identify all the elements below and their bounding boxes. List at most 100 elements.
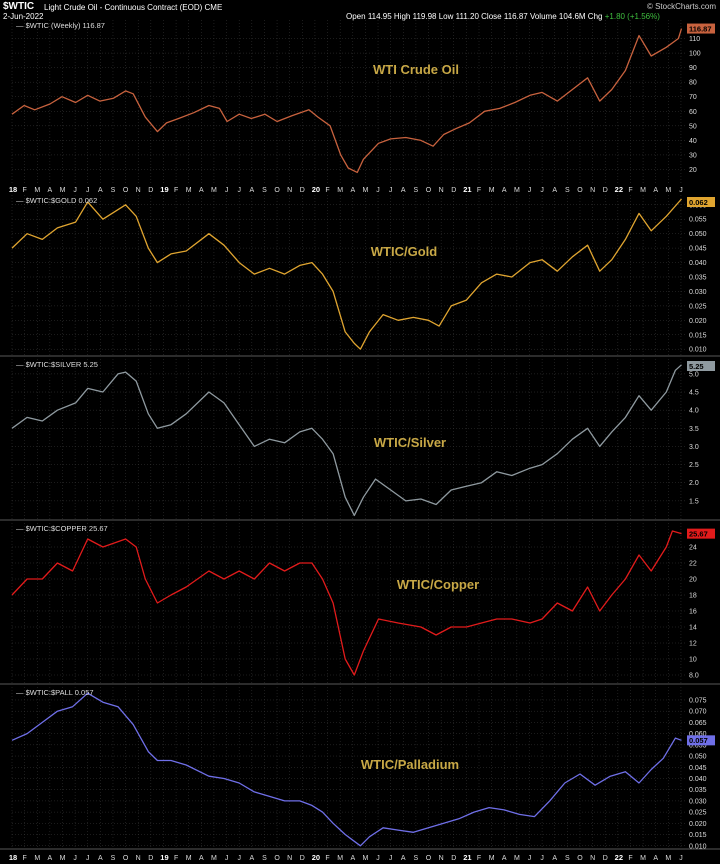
y-tick-label: 60: [689, 109, 697, 116]
panel-legend: — $WTIC:$GOLD 0.062: [16, 196, 97, 205]
month-tick-label: J: [73, 855, 77, 862]
low-label: Low: [438, 12, 454, 21]
y-tick-label: 30: [689, 152, 697, 159]
y-tick-label: 0.050: [689, 754, 707, 761]
month-tick-label: A: [199, 187, 204, 194]
month-tick-label: S: [414, 855, 419, 862]
month-tick-label: O: [274, 187, 280, 194]
volume-value: 104.6M: [558, 12, 586, 21]
y-tick-label: 0.025: [689, 303, 707, 310]
month-tick-label: M: [60, 855, 66, 862]
year-tick-label: 22: [615, 853, 623, 862]
y-tick-label: 90: [689, 65, 697, 72]
month-tick-label: N: [590, 187, 595, 194]
month-tick-label: A: [350, 855, 355, 862]
month-tick-label: J: [225, 187, 229, 194]
month-tick-label: S: [414, 187, 419, 194]
year-tick-label: 22: [615, 185, 623, 194]
panel-title: WTIC/Gold: [371, 244, 437, 259]
month-tick-label: O: [123, 187, 129, 194]
y-tick-label: 0.040: [689, 260, 707, 267]
month-tick-label: S: [262, 187, 267, 194]
month-tick-label: J: [540, 187, 544, 194]
last-value-label: 5.25: [689, 362, 704, 371]
month-tick-label: A: [653, 187, 658, 194]
month-tick-label: F: [22, 187, 26, 194]
ohlc-readout: Open 114.95 High 119.98 Low 111.20 Close…: [346, 12, 660, 21]
month-tick-label: D: [300, 855, 305, 862]
y-tick-label: 3.0: [689, 444, 699, 451]
panel-legend: — $WTIC (Weekly) 116.87: [16, 21, 105, 30]
month-tick-label: N: [439, 187, 444, 194]
month-tick-label: M: [337, 855, 343, 862]
month-tick-label: M: [362, 187, 368, 194]
month-tick-label: M: [640, 855, 646, 862]
month-tick-label: M: [514, 855, 520, 862]
y-tick-label: 0.010: [689, 347, 707, 354]
month-tick-label: A: [199, 855, 204, 862]
y-tick-label: 0.020: [689, 821, 707, 828]
last-value-box: [687, 197, 715, 207]
month-tick-label: M: [186, 855, 192, 862]
month-tick-label: F: [174, 855, 178, 862]
month-tick-label: M: [34, 187, 40, 194]
month-tick-label: J: [376, 187, 380, 194]
year-tick-label: 21: [463, 853, 471, 862]
month-tick-label: M: [640, 187, 646, 194]
month-tick-label: A: [502, 187, 507, 194]
month-tick-label: S: [111, 187, 116, 194]
month-tick-label: F: [325, 855, 329, 862]
symbol: $WTIC: [3, 1, 35, 12]
month-tick-label: J: [86, 855, 90, 862]
month-tick-label: J: [237, 187, 241, 194]
y-tick-label: 110: [689, 36, 700, 43]
y-tick-label: 0.060: [689, 731, 707, 738]
y-tick-label: 0.020: [689, 318, 707, 325]
month-tick-label: D: [603, 187, 608, 194]
month-tick-label: F: [325, 187, 329, 194]
month-tick-label: J: [528, 855, 532, 862]
chart-header: $WTIC Light Crude Oil - Continuous Contr…: [0, 0, 720, 21]
month-tick-label: M: [211, 187, 217, 194]
y-tick-label: 70: [689, 94, 697, 101]
month-tick-label: O: [274, 855, 280, 862]
month-tick-label: O: [426, 187, 432, 194]
month-tick-label: J: [679, 855, 683, 862]
series-line: [11, 198, 682, 350]
y-tick-label: 20: [689, 577, 697, 584]
y-tick-label: 0.035: [689, 275, 707, 282]
month-tick-label: D: [451, 187, 456, 194]
chg-label: Chg: [587, 12, 603, 21]
year-tick-label: 19: [160, 853, 168, 862]
stockcharts-brand: © StockCharts.com: [646, 2, 716, 11]
month-tick-label: A: [401, 855, 406, 862]
y-tick-label: 8.0: [689, 673, 699, 680]
month-tick-label: M: [665, 187, 671, 194]
high-label: High: [393, 12, 411, 21]
y-tick-label: 0.055: [689, 217, 707, 224]
month-tick-label: S: [565, 187, 570, 194]
y-tick-label: 0.045: [689, 246, 707, 253]
month-tick-label: N: [590, 855, 595, 862]
y-tick-label: 0.015: [689, 832, 707, 839]
month-tick-label: O: [123, 855, 129, 862]
y-tick-label: 4.5: [689, 390, 699, 397]
month-tick-label: S: [111, 855, 116, 862]
panel-legend: — $WTIC:$SILVER 5.25: [16, 360, 98, 369]
month-tick-label: M: [34, 855, 40, 862]
y-tick-label: 5.0: [689, 371, 699, 378]
year-tick-label: 21: [463, 185, 471, 194]
chart-date: 2-Jun-2022: [3, 12, 44, 21]
y-tick-label: 0.055: [689, 742, 707, 749]
last-value-label: 116.87: [689, 24, 712, 33]
month-tick-label: D: [300, 187, 305, 194]
month-tick-label: A: [401, 187, 406, 194]
y-tick-label: 2.5: [689, 462, 699, 469]
series-line: [11, 692, 682, 847]
panel-legend: — $WTIC:$COPPER 25.67: [16, 524, 108, 533]
last-value-label: 0.057: [689, 736, 708, 745]
month-tick-label: D: [603, 855, 608, 862]
high-value: 119.98: [412, 12, 437, 21]
month-tick-label: M: [665, 855, 671, 862]
